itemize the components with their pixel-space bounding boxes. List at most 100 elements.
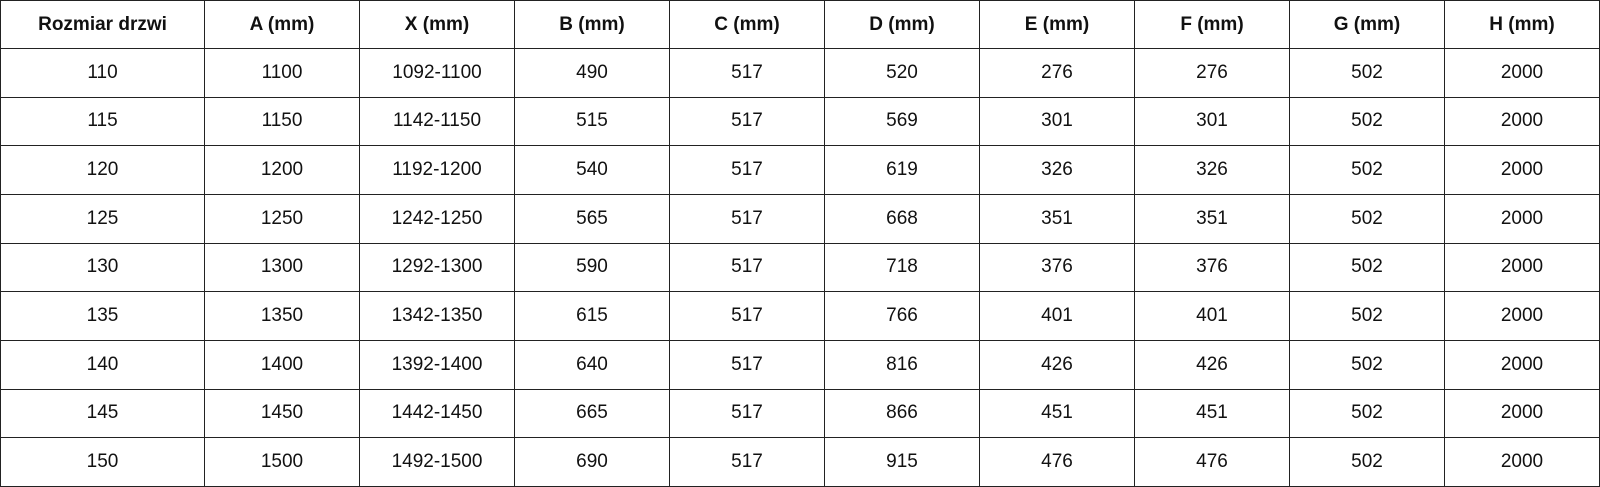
column-header: G (mm) [1289, 0, 1445, 49]
table-cell: 816 [824, 339, 980, 390]
table-cell: 1450 [204, 388, 360, 439]
table-cell: 2000 [1444, 48, 1600, 98]
table-body: 110 1100 1092-1100 490 517 520 276 276 502 2000 11… [0, 48, 1600, 487]
table-cell: 540 [514, 145, 670, 195]
column-header: E (mm) [979, 0, 1135, 49]
table-cell: 476 [1134, 437, 1290, 487]
table-cell: 451 [1134, 388, 1290, 439]
table-cell: 915 [824, 437, 980, 487]
table-cell: 668 [824, 193, 980, 244]
table-cell: 502 [1289, 437, 1445, 487]
table-cell: 502 [1289, 48, 1445, 98]
table-cell: 690 [514, 437, 670, 487]
table-cell: 2000 [1444, 242, 1600, 293]
table-cell: 1492-1500 [359, 437, 515, 487]
table-row: 150 1500 1492-1500 690 517 915 476 476 502 2000 [0, 437, 1600, 487]
table-cell: 2000 [1444, 339, 1600, 390]
table-cell: 1200 [204, 145, 360, 195]
table-cell: 565 [514, 193, 670, 244]
table-cell: 376 [1134, 242, 1290, 293]
table-row: 135 1350 1342-1350 615 517 766 401 401 502 2000 [0, 291, 1600, 341]
table-cell: 140 [0, 339, 205, 390]
table-cell: 426 [1134, 339, 1290, 390]
table-cell: 502 [1289, 242, 1445, 293]
table-cell: 502 [1289, 145, 1445, 195]
column-header: H (mm) [1444, 0, 1600, 49]
table-cell: 1392-1400 [359, 339, 515, 390]
table-cell: 502 [1289, 193, 1445, 244]
header-row: Rozmiar drzwi A (mm) X (mm) B (mm) C (mm) D (… [0, 0, 1600, 49]
table-cell: 1092-1100 [359, 48, 515, 98]
table-cell: 640 [514, 339, 670, 390]
table-cell: 517 [669, 291, 825, 341]
table-cell: 120 [0, 145, 205, 195]
table-cell: 401 [1134, 291, 1290, 341]
table-cell: 619 [824, 145, 980, 195]
table-cell: 115 [0, 96, 205, 147]
table-cell: 1150 [204, 96, 360, 147]
table-cell: 145 [0, 388, 205, 439]
table-cell: 517 [669, 339, 825, 390]
table-cell: 401 [979, 291, 1135, 341]
table-row: 115 1150 1142-1150 515 517 569 301 301 502 2000 [0, 96, 1600, 147]
column-header: A (mm) [204, 0, 360, 49]
table-cell: 1442-1450 [359, 388, 515, 439]
table-cell: 301 [979, 96, 1135, 147]
table-cell: 476 [979, 437, 1135, 487]
table-cell: 376 [979, 242, 1135, 293]
table-cell: 1100 [204, 48, 360, 98]
table-row: 130 1300 1292-1300 590 517 718 376 376 502 2000 [0, 242, 1600, 293]
column-header: B (mm) [514, 0, 670, 49]
table-cell: 301 [1134, 96, 1290, 147]
table-cell: 515 [514, 96, 670, 147]
table-cell: 1400 [204, 339, 360, 390]
table-cell: 1350 [204, 291, 360, 341]
table-row: 110 1100 1092-1100 490 517 520 276 276 502 2000 [0, 48, 1600, 98]
table-cell: 1250 [204, 193, 360, 244]
table-cell: 125 [0, 193, 205, 244]
table-cell: 2000 [1444, 96, 1600, 147]
table-cell: 326 [979, 145, 1135, 195]
table-cell: 2000 [1444, 291, 1600, 341]
table-cell: 1242-1250 [359, 193, 515, 244]
table-row: 140 1400 1392-1400 640 517 816 426 426 502 2000 [0, 339, 1600, 390]
column-header: C (mm) [669, 0, 825, 49]
table-cell: 517 [669, 242, 825, 293]
table-cell: 590 [514, 242, 670, 293]
table-cell: 135 [0, 291, 205, 341]
table-cell: 665 [514, 388, 670, 439]
table-cell: 2000 [1444, 145, 1600, 195]
column-header: Rozmiar drzwi [0, 0, 205, 49]
table-cell: 502 [1289, 388, 1445, 439]
column-header: D (mm) [824, 0, 980, 49]
table-cell: 718 [824, 242, 980, 293]
table-cell: 276 [979, 48, 1135, 98]
table-cell: 502 [1289, 339, 1445, 390]
table-header: Rozmiar drzwi A (mm) X (mm) B (mm) C (mm) D (… [0, 0, 1600, 49]
table-cell: 615 [514, 291, 670, 341]
table-cell: 1292-1300 [359, 242, 515, 293]
table-cell: 866 [824, 388, 980, 439]
table-cell: 517 [669, 388, 825, 439]
table-cell: 569 [824, 96, 980, 147]
table-cell: 351 [1134, 193, 1290, 244]
table-cell: 1500 [204, 437, 360, 487]
table-cell: 276 [1134, 48, 1290, 98]
table-cell: 451 [979, 388, 1135, 439]
table-cell: 110 [0, 48, 205, 98]
table-cell: 1300 [204, 242, 360, 293]
table-cell: 2000 [1444, 193, 1600, 244]
table-cell: 766 [824, 291, 980, 341]
table-cell: 517 [669, 96, 825, 147]
table-cell: 517 [669, 145, 825, 195]
table-cell: 426 [979, 339, 1135, 390]
table-row: 125 1250 1242-1250 565 517 668 351 351 502 2000 [0, 193, 1600, 244]
table-cell: 1342-1350 [359, 291, 515, 341]
table-cell: 502 [1289, 291, 1445, 341]
table-cell: 517 [669, 48, 825, 98]
table-row: 120 1200 1192-1200 540 517 619 326 326 502 2000 [0, 145, 1600, 195]
column-header: X (mm) [359, 0, 515, 49]
column-header: F (mm) [1134, 0, 1290, 49]
table-cell: 1142-1150 [359, 96, 515, 147]
